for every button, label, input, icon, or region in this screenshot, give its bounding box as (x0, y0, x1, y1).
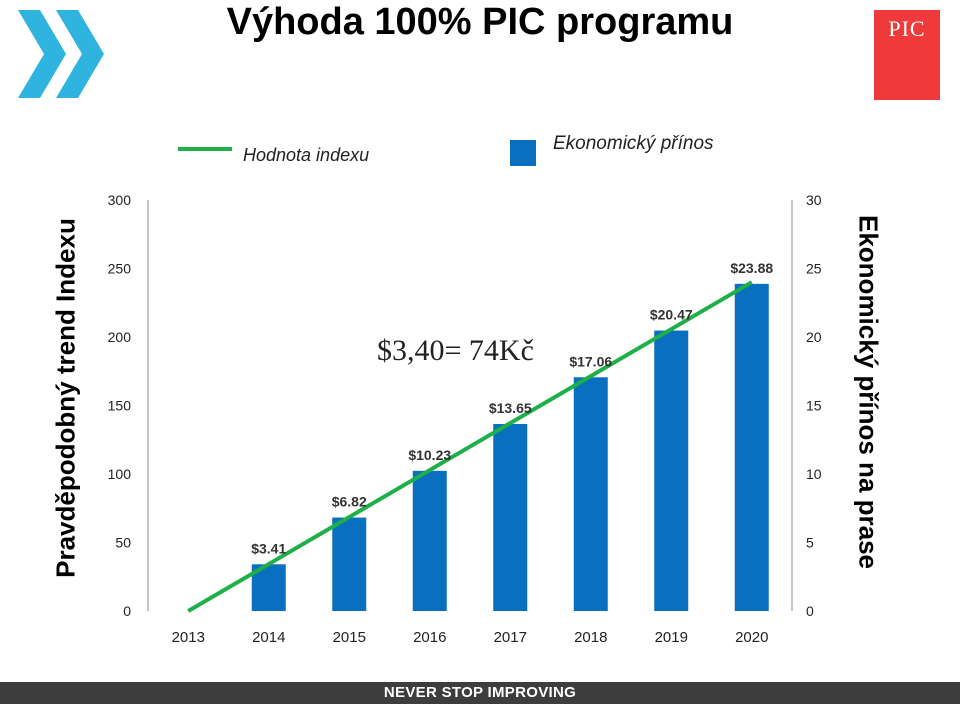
y-tick-left: 200 (108, 329, 132, 345)
bar (412, 470, 447, 611)
logo-text: PIC (888, 16, 926, 41)
y-tick-left: 150 (108, 398, 132, 414)
bar-value-label: $23.88 (730, 260, 773, 276)
chevron-right-icon (18, 10, 104, 98)
y-tick-right: 0 (806, 603, 814, 619)
x-tick-label: 2018 (574, 629, 607, 646)
legend-line-swatch (178, 147, 232, 151)
bar-value-label: $20.47 (650, 307, 693, 323)
x-tick-label: 2014 (252, 629, 285, 646)
bar (654, 330, 689, 611)
y-tick-right: 10 (806, 466, 822, 482)
bar (332, 517, 367, 611)
bar-value-label: $10.23 (408, 447, 451, 463)
y-tick-right: 30 (806, 192, 822, 208)
bar (493, 423, 528, 611)
y-tick-left: 300 (108, 192, 132, 208)
y-tick-right: 25 (806, 261, 822, 277)
slide-title: Výhoda 100% PIC programu (226, 1, 734, 43)
x-tick-label: 2019 (655, 629, 688, 646)
y-tick-left: 50 (115, 535, 131, 551)
bar-value-label: $17.06 (569, 353, 612, 369)
x-tick-label: 2015 (333, 629, 366, 646)
y-tick-right: 15 (806, 398, 822, 414)
footer-bar: NEVER STOP IMPROVING (0, 682, 960, 704)
bar-value-label: $3.41 (251, 540, 286, 556)
x-tick-label: 2017 (494, 629, 527, 646)
bar-value-label: $6.82 (332, 494, 367, 510)
bar-value-label: $13.65 (489, 400, 532, 416)
x-tick-label: 2020 (735, 629, 768, 646)
legend-bar-swatch (510, 140, 536, 166)
y-tick-left: 250 (108, 261, 132, 277)
y-tick-right: 20 (806, 329, 822, 345)
y-tick-left: 0 (123, 603, 131, 619)
index-trend-line (187, 280, 753, 613)
footer-text: NEVER STOP IMPROVING (383, 684, 577, 701)
y-tick-left: 100 (108, 466, 132, 482)
legend-label-benefit: Ekonomický přínos (553, 133, 714, 154)
pic-logo: PIC (874, 10, 940, 100)
legend-label-index: Hodnota indexu (243, 145, 370, 165)
x-tick-label: 2016 (413, 629, 446, 646)
bar (573, 377, 608, 611)
y-tick-right: 5 (806, 535, 814, 551)
x-tick-label: 2013 (172, 629, 205, 646)
conversion-note: $3,40= 74Kč (377, 334, 534, 367)
bar (734, 283, 769, 611)
